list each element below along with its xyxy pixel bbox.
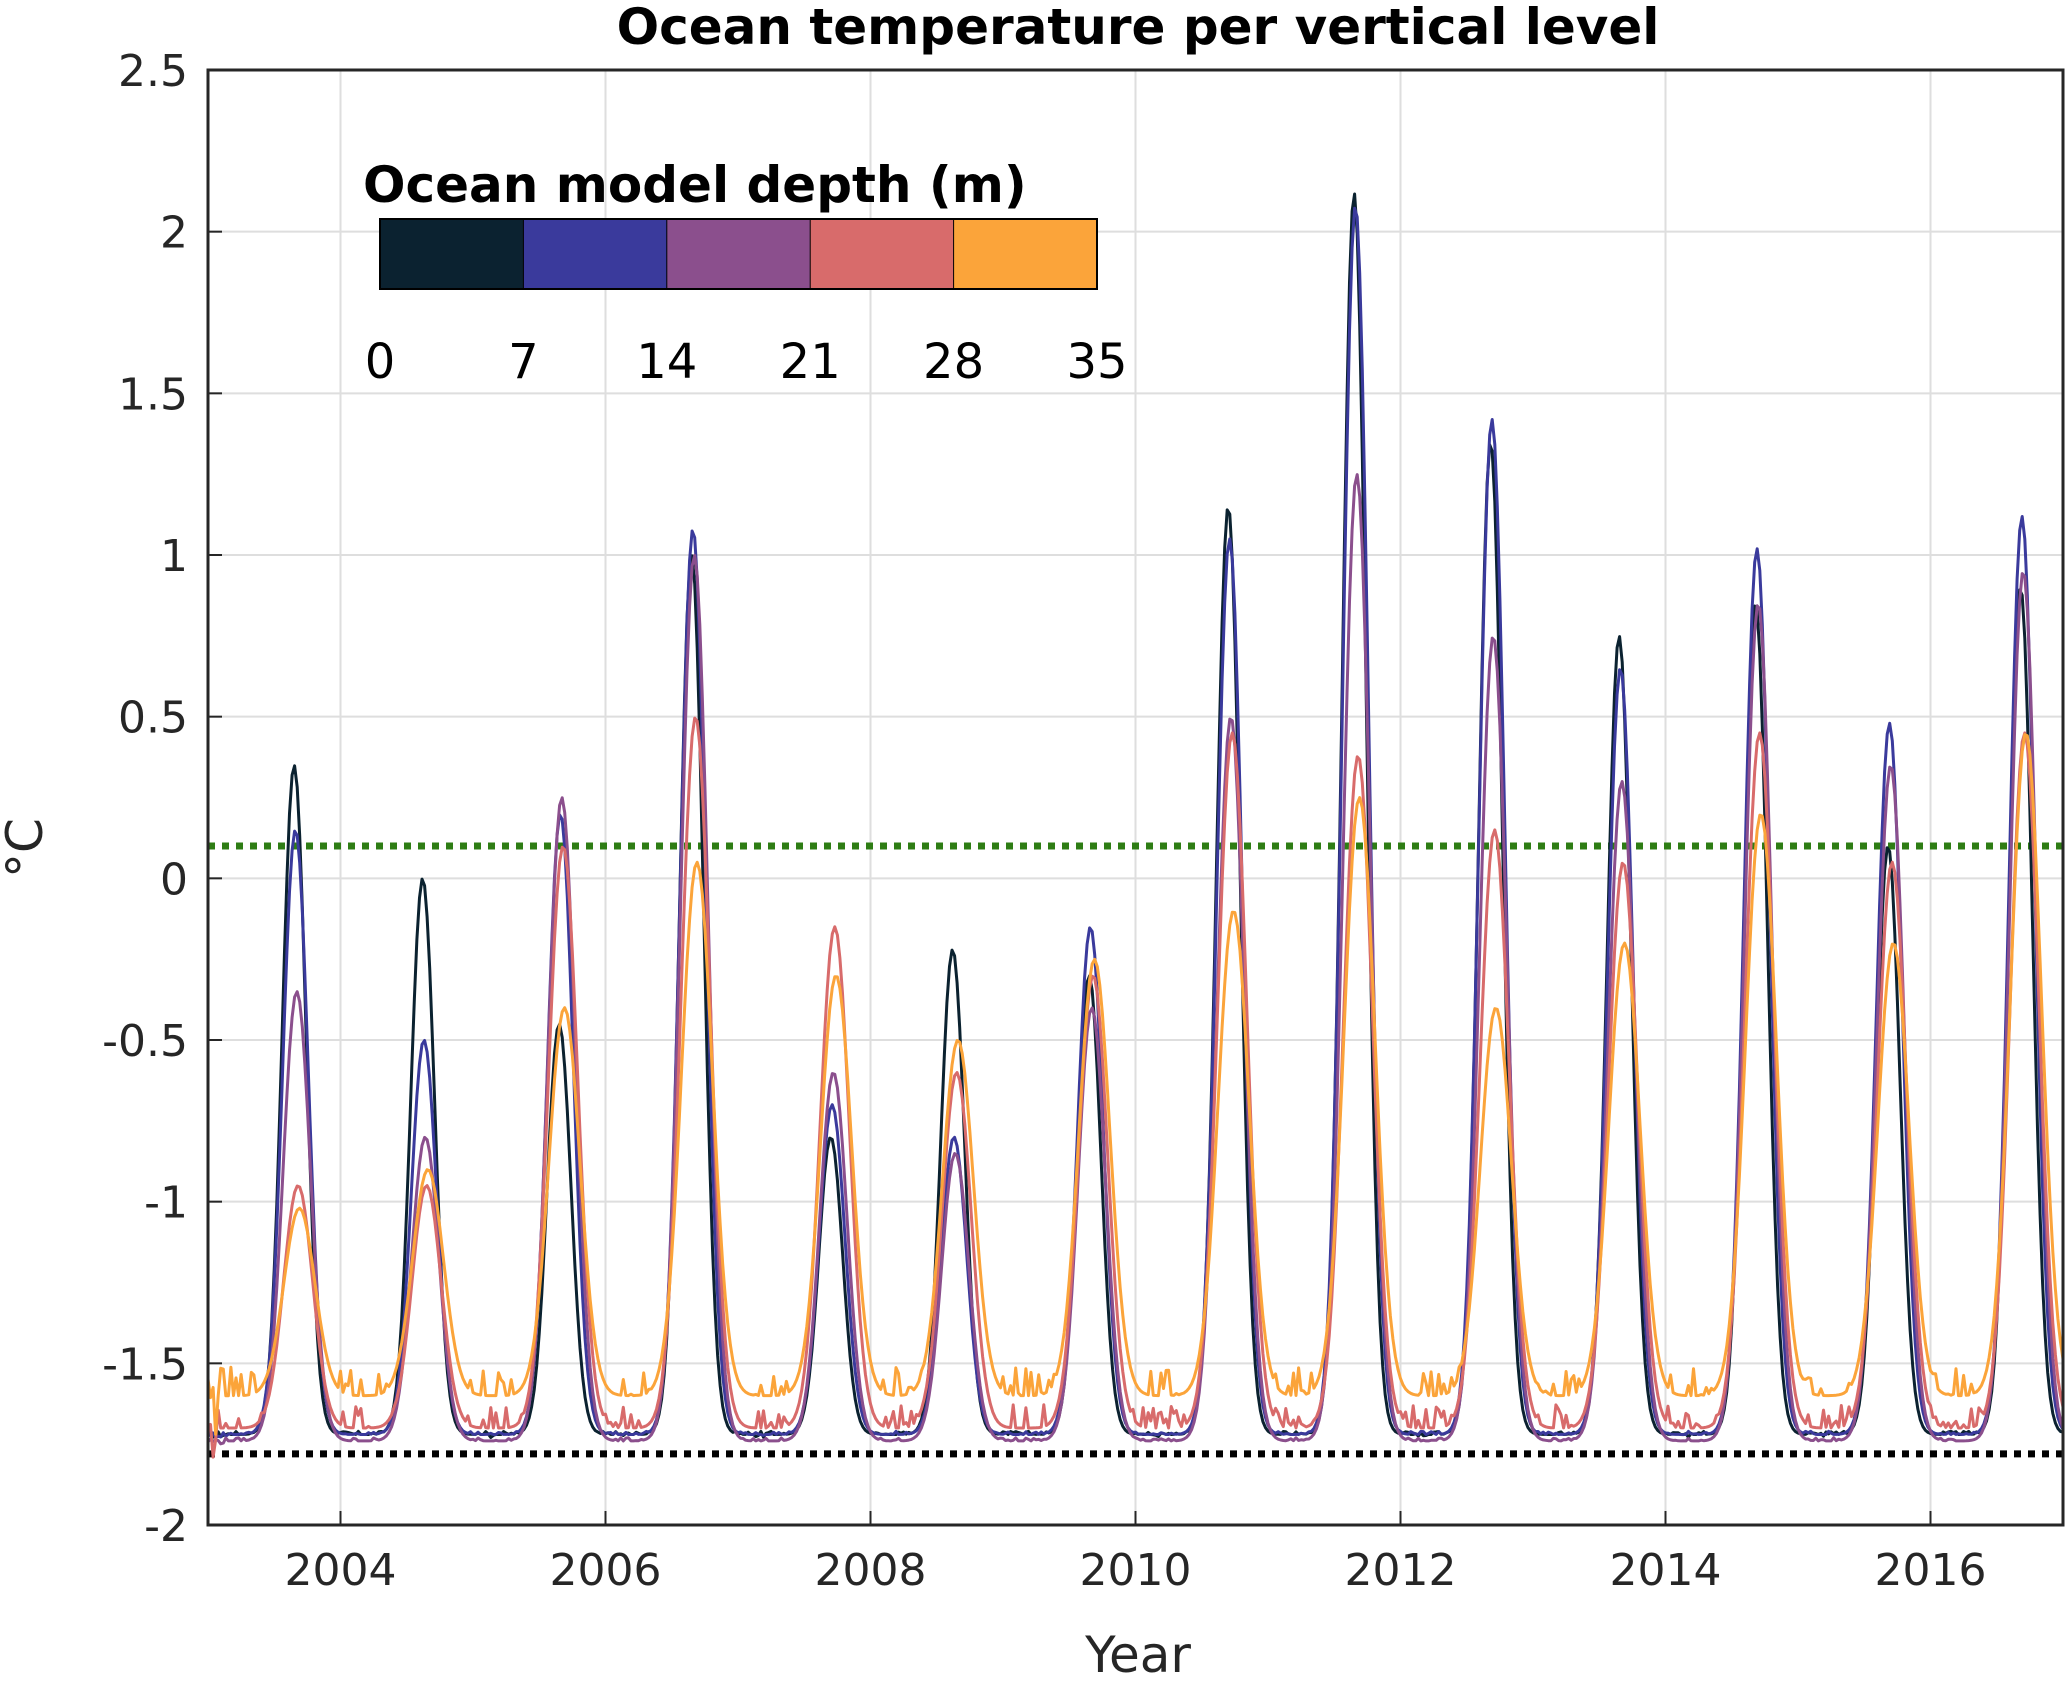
- x-axis-label: Year: [1084, 1626, 1191, 1682]
- series-lines: [206, 192, 2065, 1459]
- y-axis-label: °C: [0, 818, 54, 878]
- series-line: [206, 206, 2065, 1439]
- x-tick-label: 2016: [1875, 1545, 1987, 1596]
- y-tick-label: -0.5: [102, 1016, 188, 1067]
- colorbar-swatch: [523, 219, 667, 289]
- x-tick-label: 2014: [1610, 1545, 1722, 1596]
- grid-lines: [208, 69, 2063, 1526]
- colorbar-tick-label: 14: [636, 334, 697, 390]
- colorbar-swatch: [953, 219, 1097, 289]
- y-axis-ticks: -2 -1.5 -1 -0.5 0 0.5 1 1.5 2 2.5: [102, 46, 222, 1552]
- y-tick-label: 1.5: [118, 369, 188, 420]
- colorbar-swatch: [666, 219, 811, 289]
- series-line: [206, 733, 2065, 1436]
- chart-title: Ocean temperature per vertical level: [617, 0, 1660, 56]
- x-tick-label: 2004: [285, 1545, 397, 1596]
- x-tick-label: 2010: [1080, 1545, 1192, 1596]
- reference-lines: [208, 842, 2063, 1458]
- colorbar-tick-label: 0: [365, 334, 396, 390]
- colorbar-tick-label: 7: [508, 334, 539, 390]
- series-line: [206, 473, 2065, 1446]
- colorbar-legend: Ocean model depth (m) 0 7 14 21 28 35: [363, 156, 1128, 390]
- y-tick-label: -2: [144, 1501, 188, 1552]
- y-tick-label: -1: [144, 1178, 188, 1229]
- colorbar-title: Ocean model depth (m): [363, 156, 1027, 214]
- y-tick-label: 0.5: [118, 693, 188, 744]
- colorbar-tick-label: 28: [923, 334, 984, 390]
- colorbar-tick-label: 35: [1066, 334, 1127, 390]
- y-tick-label: -1.5: [102, 1339, 188, 1390]
- y-tick-label: 2.5: [118, 46, 188, 97]
- colorbar-swatch: [380, 219, 524, 289]
- colorbar-frame: [379, 218, 1098, 290]
- x-axis-ticks: 2004 2006 2008 2010 2012 2014 2016: [285, 1511, 1987, 1596]
- y-tick-label: 1: [160, 531, 188, 582]
- x-tick-label: 2006: [550, 1545, 662, 1596]
- colorbar-tick-label: 21: [780, 334, 841, 390]
- y-tick-label: 0: [160, 854, 188, 905]
- x-tick-label: 2012: [1345, 1545, 1457, 1596]
- colorbar-swatch: [810, 219, 954, 289]
- y-tick-label: 2: [160, 208, 188, 259]
- x-tick-label: 2008: [815, 1545, 927, 1596]
- series-line: [206, 716, 2065, 1459]
